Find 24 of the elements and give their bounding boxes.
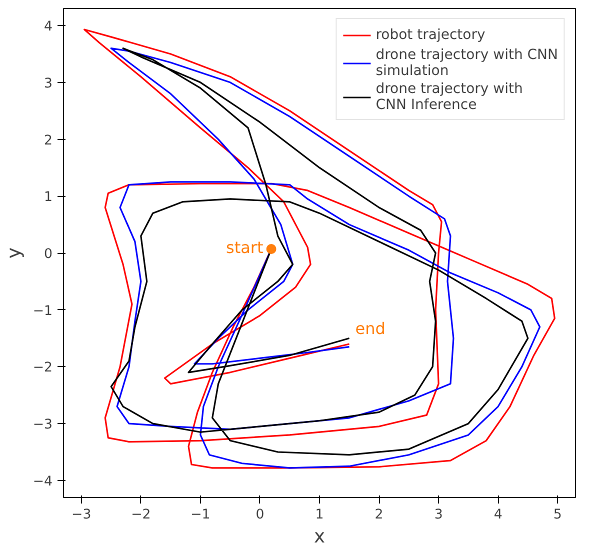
x-tick-label: −3: [72, 508, 92, 522]
legend-label: robot trajectory: [376, 27, 486, 43]
x-tick-label: 3: [434, 508, 443, 522]
x-tick-label: −2: [131, 508, 151, 522]
y-tick-label: 1: [44, 190, 53, 206]
x-axis-title: x: [314, 526, 326, 548]
x-tick-label: 0: [256, 508, 264, 522]
y-tick-label: −4: [32, 474, 53, 490]
x-tick-label: 5: [553, 508, 562, 522]
x-tick-label: 4: [494, 508, 502, 522]
y-tick-label: 0: [44, 247, 53, 262]
y-tick-label: 4: [44, 20, 53, 35]
x-tick-label: 2: [374, 508, 384, 522]
y-tick-label: 2: [44, 133, 53, 148]
y-tick-label: 3: [44, 76, 53, 92]
y-tick-label: −1: [32, 304, 53, 319]
annotation: start: [226, 238, 264, 258]
x-tick-label: −1: [190, 508, 210, 522]
y-tick-label: −2: [32, 360, 53, 376]
x-tick-label: 1: [315, 508, 324, 522]
annotation: end: [355, 318, 386, 338]
y-tick-label: −3: [32, 418, 53, 433]
legend-label: drone trajectory with CNN Inference: [376, 81, 523, 113]
y-axis-title: y: [4, 247, 25, 259]
